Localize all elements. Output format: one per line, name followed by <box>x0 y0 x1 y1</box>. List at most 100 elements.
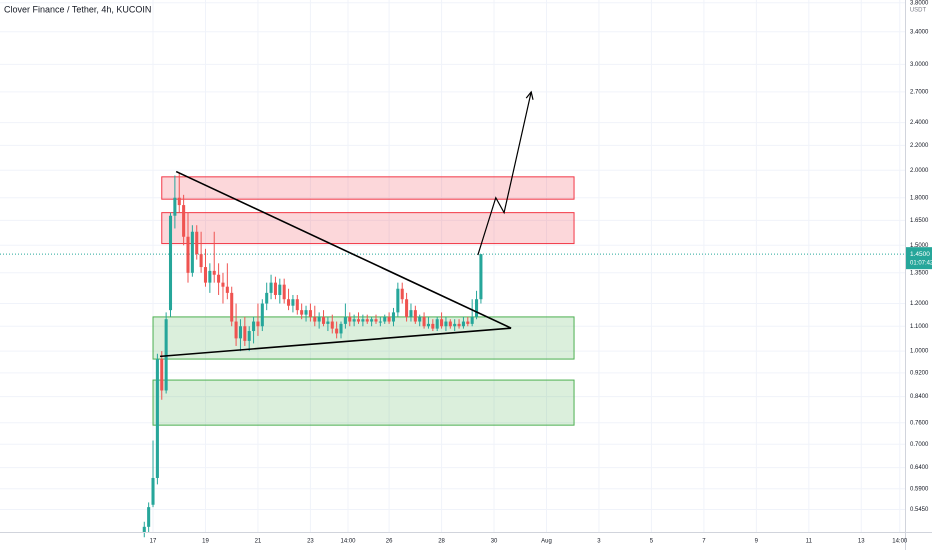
candle-body <box>230 292 234 322</box>
candle-body <box>326 321 330 324</box>
candle-body <box>470 316 474 324</box>
y-tick-label: 0.7600 <box>910 420 929 426</box>
candle-body <box>457 323 461 327</box>
y-tick-label: 1.2000 <box>910 301 929 307</box>
y-tick-label: 0.7000 <box>910 442 929 448</box>
candle-body <box>208 270 212 283</box>
candle-body <box>282 284 286 300</box>
candle-body <box>343 316 347 324</box>
candle-body <box>278 284 282 295</box>
y-tick-label: 2.0000 <box>910 168 929 174</box>
axes: 3.8000 3.4000 3.0000 2.7000 2.4000 2.2000 2.00… <box>150 0 932 545</box>
y-tick-label: 1.8000 <box>910 195 929 201</box>
candle-body <box>431 323 435 329</box>
trend-line <box>175 170 512 329</box>
x-tick-label: 14:00 <box>341 539 357 545</box>
price-label: 1.4500 <box>910 251 930 258</box>
candle-body <box>317 316 321 322</box>
candle-body <box>304 310 308 315</box>
zone <box>152 316 575 360</box>
y-tick-label: 0.5900 <box>910 486 929 492</box>
forecast-arrow <box>477 91 532 256</box>
candle-body <box>147 507 151 527</box>
candle-body <box>221 282 225 287</box>
y-tick-label: 2.7000 <box>910 89 929 95</box>
y-tick-label: 0.6400 <box>910 465 929 471</box>
candle-body <box>321 316 326 324</box>
candle-body <box>190 231 194 273</box>
y-tick-label: 1.6500 <box>910 218 929 224</box>
candle-body <box>400 288 404 300</box>
price-label-box <box>906 247 932 270</box>
candle-body <box>256 321 260 327</box>
candle-body <box>173 197 177 216</box>
candle-body <box>418 316 422 322</box>
candle-body <box>479 254 483 300</box>
candle-body <box>391 312 396 322</box>
candle-body <box>365 319 369 322</box>
arrow-head <box>525 90 534 100</box>
candle-body <box>378 321 382 323</box>
grid <box>0 0 905 532</box>
candle-body <box>247 331 251 341</box>
zone <box>161 212 575 245</box>
candle-body <box>168 215 173 311</box>
candle-body <box>151 477 155 505</box>
x-tick-label: 30 <box>491 539 498 545</box>
candle-body <box>422 316 426 327</box>
candle-body <box>182 205 186 237</box>
candle-body <box>352 319 356 322</box>
candle-body <box>142 526 146 532</box>
candle-body <box>335 328 339 334</box>
candle-body <box>295 299 299 311</box>
y-tick-label: 0.9200 <box>910 370 929 376</box>
candle-body <box>260 303 264 327</box>
candle-body <box>396 288 400 313</box>
candle-body <box>435 319 439 329</box>
candle-body <box>383 316 387 322</box>
candle-body <box>339 323 343 334</box>
zone <box>152 379 575 426</box>
candle-body <box>448 321 452 327</box>
candle-body <box>374 319 378 322</box>
candle-body <box>269 282 273 293</box>
x-tick-label: 28 <box>438 539 445 545</box>
candle-body <box>308 310 312 317</box>
y-tick-label: 3.0000 <box>910 62 929 68</box>
candle-body <box>177 197 181 206</box>
x-tick-label: 26 <box>386 539 393 545</box>
candle-body <box>252 321 256 332</box>
candle-body <box>313 316 317 322</box>
candle-body <box>217 274 221 283</box>
y-tick-label: 2.2000 <box>910 143 929 149</box>
zone <box>161 176 575 200</box>
candle-body <box>466 321 470 324</box>
x-tick-label: 13 <box>858 539 865 545</box>
candle-body <box>265 292 269 304</box>
candle-body <box>203 267 208 283</box>
x-tick-label: 11 <box>806 539 813 545</box>
x-tick-label: 19 <box>202 539 209 545</box>
y-tick-label: 1.5000 <box>910 243 929 249</box>
x-tick-label: 14:00 <box>892 539 908 545</box>
candle-body <box>212 270 216 275</box>
candle-body <box>409 310 413 317</box>
x-tick-label: Aug <box>541 539 552 545</box>
candle-body <box>440 319 444 327</box>
x-tick-label: 3 <box>597 539 601 545</box>
candle-body <box>300 310 304 315</box>
candle-body <box>234 321 238 339</box>
candle-body <box>387 316 391 322</box>
plot <box>0 90 905 538</box>
y-tick-label: 0.5450 <box>910 507 929 513</box>
candle-body <box>160 359 164 391</box>
currency-label: USDT <box>910 8 927 14</box>
candle-body <box>370 319 374 322</box>
y-tick-label: 1.0000 <box>910 349 929 355</box>
candle-body <box>348 316 352 322</box>
candle-body <box>238 326 242 339</box>
candle-body <box>243 326 247 341</box>
y-tick-label: 1.1000 <box>910 324 929 330</box>
